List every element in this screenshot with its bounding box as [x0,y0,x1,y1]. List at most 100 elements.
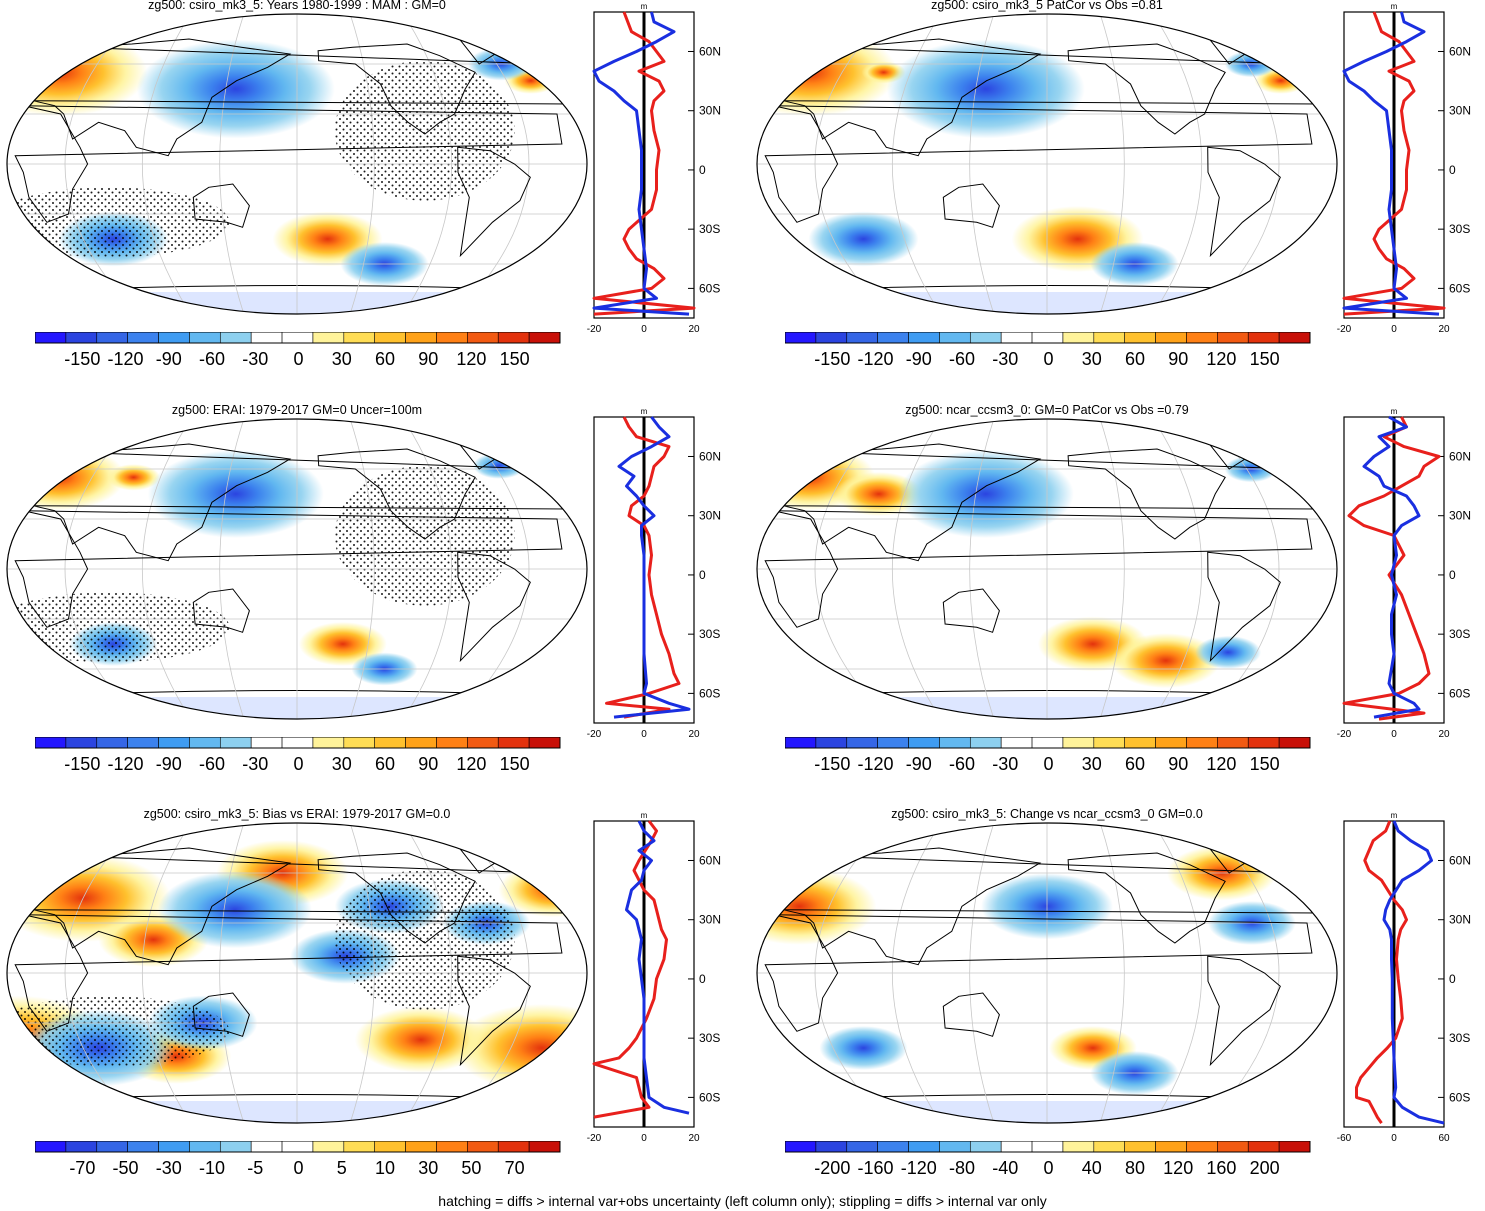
reference-zonal-mean-line [592,11,690,316]
colorbar-frame [35,332,561,344]
colorbar-swatch [65,737,98,749]
colorbar-tick-label: -120 [858,754,894,774]
colorbar-tick-label: 0 [293,349,303,369]
colorbar-tick-label: -150 [64,349,100,369]
colorbar-swatch [189,1141,221,1153]
longitude-gridline [142,823,191,1123]
colorbar-swatch [250,332,283,344]
colorbar-swatch [815,1141,848,1153]
colorbar-tick-label: 0 [293,754,303,774]
map-p1 [6,13,588,315]
colorbar-swatch [219,737,252,749]
colorbar-swatch [1186,1141,1218,1153]
model-zonal-mean-line [1342,11,1446,316]
colorbar-tick-label: -40 [992,1158,1018,1178]
longitude-gridline [64,823,138,1123]
profile-lat-label: 30S [1449,222,1470,236]
longitude-gridline [349,419,375,719]
negative-anomaly [136,39,335,139]
panel-title: zg500: csiro_mk3_5: Change vs ncar_ccsm3… [891,807,1203,821]
colorbar-swatch [127,737,159,749]
continent-outline [317,852,476,944]
zonal-profile-p1: m -20 0 20 60N 30N 0 30S 60S [587,2,721,335]
colorbar-tick-label: -50 [113,1158,139,1178]
positive-anomaly [1110,633,1221,689]
map-p2 [756,13,1338,315]
longitude-gridline [1153,823,1202,1123]
profile-x-tick-label: 20 [688,1133,700,1144]
colorbar-p2: -150 -120 -90 -60 -30 0 30 60 90 120 150 [785,332,1311,369]
colorbar-swatch [939,332,971,344]
colorbar-tick-label: 120 [456,349,486,369]
map-p6 [756,822,1338,1124]
colorbar-swatch [497,737,530,749]
colorbar-tick-label: 60 [1125,349,1145,369]
profile-lat-label: 30N [699,104,721,118]
colorbar-swatch [1217,1141,1249,1153]
profile-x-tick-label: 0 [641,1133,647,1144]
colorbar-swatch [219,1141,252,1153]
colorbar-swatch [908,737,940,749]
colorbar-p3: -150 -120 -90 -60 -30 0 30 60 90 120 150 [35,737,561,774]
profile-unit-label: m [1391,811,1398,820]
zonal-profile-p5: m -20 0 20 60N 30N 0 30S 60S [587,811,721,1144]
reference-zonal-mean-line [1362,415,1421,719]
continent-outline [1207,955,1281,1067]
colorbar-tick-label: 30 [332,349,352,369]
colorbar-tick-label: 120 [1206,349,1236,369]
longitude-gridline [1099,14,1125,314]
longitude-gridline [1099,823,1125,1123]
longitude-gridline [456,14,530,314]
negative-anomaly [157,871,312,949]
continent-outline [457,146,531,258]
colorbar-swatch [1278,737,1311,749]
longitude-gridline [1206,14,1280,314]
colorbar-swatch [1186,737,1218,749]
colorbar-swatch [436,737,468,749]
colorbar-swatch [127,1141,159,1153]
map-border [6,13,588,315]
continent-outline [1067,43,1226,135]
profile-lat-label: 30N [1449,913,1471,927]
colorbar-swatch [1093,737,1126,749]
positive-anomaly [354,1006,487,1073]
colorbar-swatch [908,332,940,344]
map-field [7,14,587,314]
colorbar-tick-label: 90 [1168,754,1188,774]
continent-outline [942,588,1000,633]
map-border [6,418,588,720]
stippling-region [334,869,515,1010]
colorbar-swatch [158,332,190,344]
colorbar-tick-label: 160 [1206,1158,1236,1178]
longitude-gridline [64,419,138,719]
profile-x-tick-label: 0 [1391,729,1397,740]
colorbar-swatch [969,737,1002,749]
colorbar-frame [35,737,561,749]
continent-outline [1067,852,1226,944]
profile-unit-label: m [641,2,648,11]
colorbar-swatch [467,1141,499,1153]
profile-x-tick-label: -20 [587,324,602,335]
colorbar-tick-label: -70 [69,1158,95,1178]
colorbar-swatch [528,332,561,344]
profile-lat-label: 30S [1449,627,1470,641]
colorbar-swatch [1062,737,1095,749]
continent-outline [764,105,1313,223]
stippling-region [7,592,230,663]
colorbar-tick-label: 30 [418,1158,438,1178]
longitude-gridline [814,419,888,719]
continent-outline [317,43,476,135]
colorbar-tick-label: 0 [1043,349,1053,369]
panel-title: zg500: ERAI: 1979-2017 GM=0 Uncer=100m [171,403,423,417]
colorbar-frame [785,737,1311,749]
colorbar-swatch [158,1141,190,1153]
colorbar-swatch [1093,1141,1126,1153]
colorbar-tick-label: 60 [375,754,395,774]
colorbar-swatch [343,332,376,344]
continent-outline [32,847,572,966]
colorbar-p5: -70 -50 -30 -10 -5 0 5 10 30 50 70 [35,1141,561,1178]
colorbar-swatch [374,1141,406,1153]
negative-anomaly [886,39,1085,139]
colorbar-p6: -200 -160 -120 -80 -40 0 40 80 120 160 200 [785,1141,1311,1178]
colorbar-swatch [877,1141,909,1153]
